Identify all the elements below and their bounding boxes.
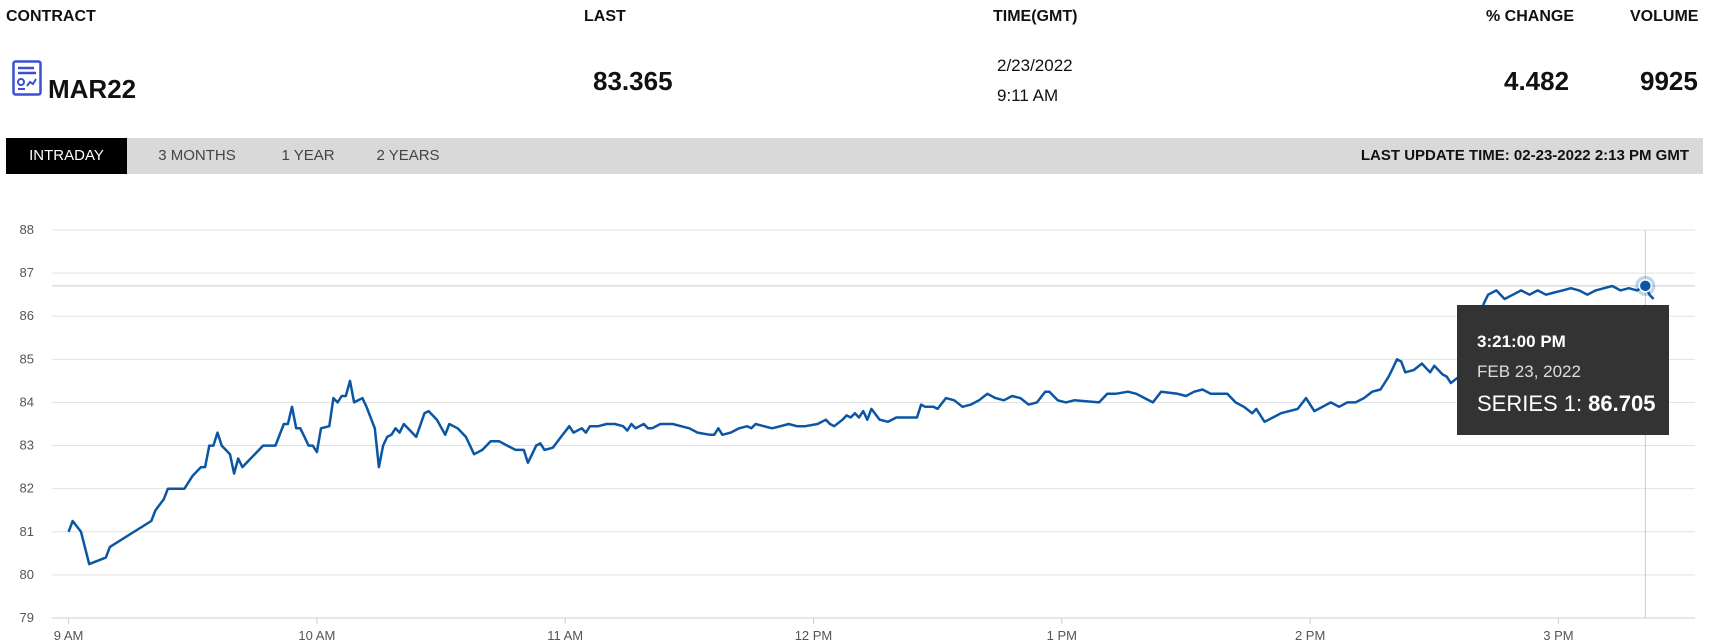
tooltip-box <box>1457 305 1669 435</box>
change-value: 4.482 <box>1504 66 1570 96</box>
contract-header: CONTRACT <box>6 8 96 25</box>
tab-3-months[interactable]: 3 MONTHS <box>158 147 236 164</box>
y-tick-label: 86 <box>20 308 34 323</box>
x-axis-ticks: 9 AM 10 AM 11 AM 12 PM 1 PM 2 PM 3 PM <box>54 618 1574 642</box>
y-tick-label: 87 <box>20 265 34 280</box>
x-tick-label: 3 PM <box>1543 628 1573 642</box>
x-tick-label: 9 AM <box>54 628 84 642</box>
intraday-price-chart[interactable]: 79 80 81 82 83 84 85 86 87 88 9 AM 10 AM 11 AM 12 PM… <box>0 180 1710 642</box>
tooltip-series-label: SERIES 1: <box>1477 391 1582 416</box>
last-value: 83.365 <box>593 66 673 96</box>
series-line <box>67 284 1655 566</box>
y-tick-label: 84 <box>20 394 34 409</box>
x-tick-label: 12 PM <box>795 628 833 642</box>
grid-lines <box>52 229 1695 619</box>
volume-header: VOLUME <box>1630 8 1699 25</box>
range-tab-bar: INTRADAY 3 MONTHS 1 YEAR 2 YEARS LAST UP… <box>6 138 1703 174</box>
y-tick-label: 88 <box>20 222 34 237</box>
change-header: % CHANGE <box>1486 8 1575 25</box>
tooltip-time: 3:21:00 PM <box>1477 332 1566 351</box>
time-header: TIME(GMT) <box>993 8 1078 25</box>
y-tick-label: 81 <box>20 524 34 539</box>
last-update-time: LAST UPDATE TIME: 02-23-2022 2:13 PM GMT <box>1360 147 1689 164</box>
x-tick-label: 11 AM <box>547 628 583 642</box>
tab-intraday[interactable]: INTRADAY <box>6 138 127 174</box>
tab-1-year[interactable]: 1 YEAR <box>281 147 335 164</box>
quote-date: 2/23/2022 <box>997 56 1073 75</box>
tooltip-series: SERIES 1: 86.705 <box>1477 391 1655 416</box>
tooltip: 3:21:00 PM FEB 23, 2022 SERIES 1: 86.705 <box>1457 305 1669 435</box>
y-tick-label: 85 <box>20 351 34 366</box>
chart-document-icon <box>12 60 42 96</box>
crosshair <box>52 230 1695 618</box>
x-tick-label: 2 PM <box>1295 628 1325 642</box>
x-tick-label: 10 AM <box>298 628 335 642</box>
y-tick-label: 83 <box>20 438 34 453</box>
y-tick-label: 80 <box>20 567 34 582</box>
y-tick-label: 79 <box>20 610 34 625</box>
y-axis-ticks: 79 80 81 82 83 84 85 86 87 88 <box>20 222 34 625</box>
tooltip-date: FEB 23, 2022 <box>1477 362 1581 381</box>
contract-value: MAR22 <box>48 74 137 104</box>
y-tick-label: 82 <box>20 481 34 496</box>
x-tick-label: 1 PM <box>1047 628 1077 642</box>
volume-value: 9925 <box>1640 66 1698 96</box>
tab-2-years[interactable]: 2 YEARS <box>376 147 440 164</box>
series-layer <box>67 275 1656 566</box>
quote-time: 9:11 AM <box>997 86 1059 105</box>
last-header: LAST <box>584 8 626 25</box>
hover-point <box>1638 279 1653 293</box>
tooltip-series-value: 86.705 <box>1588 391 1655 416</box>
